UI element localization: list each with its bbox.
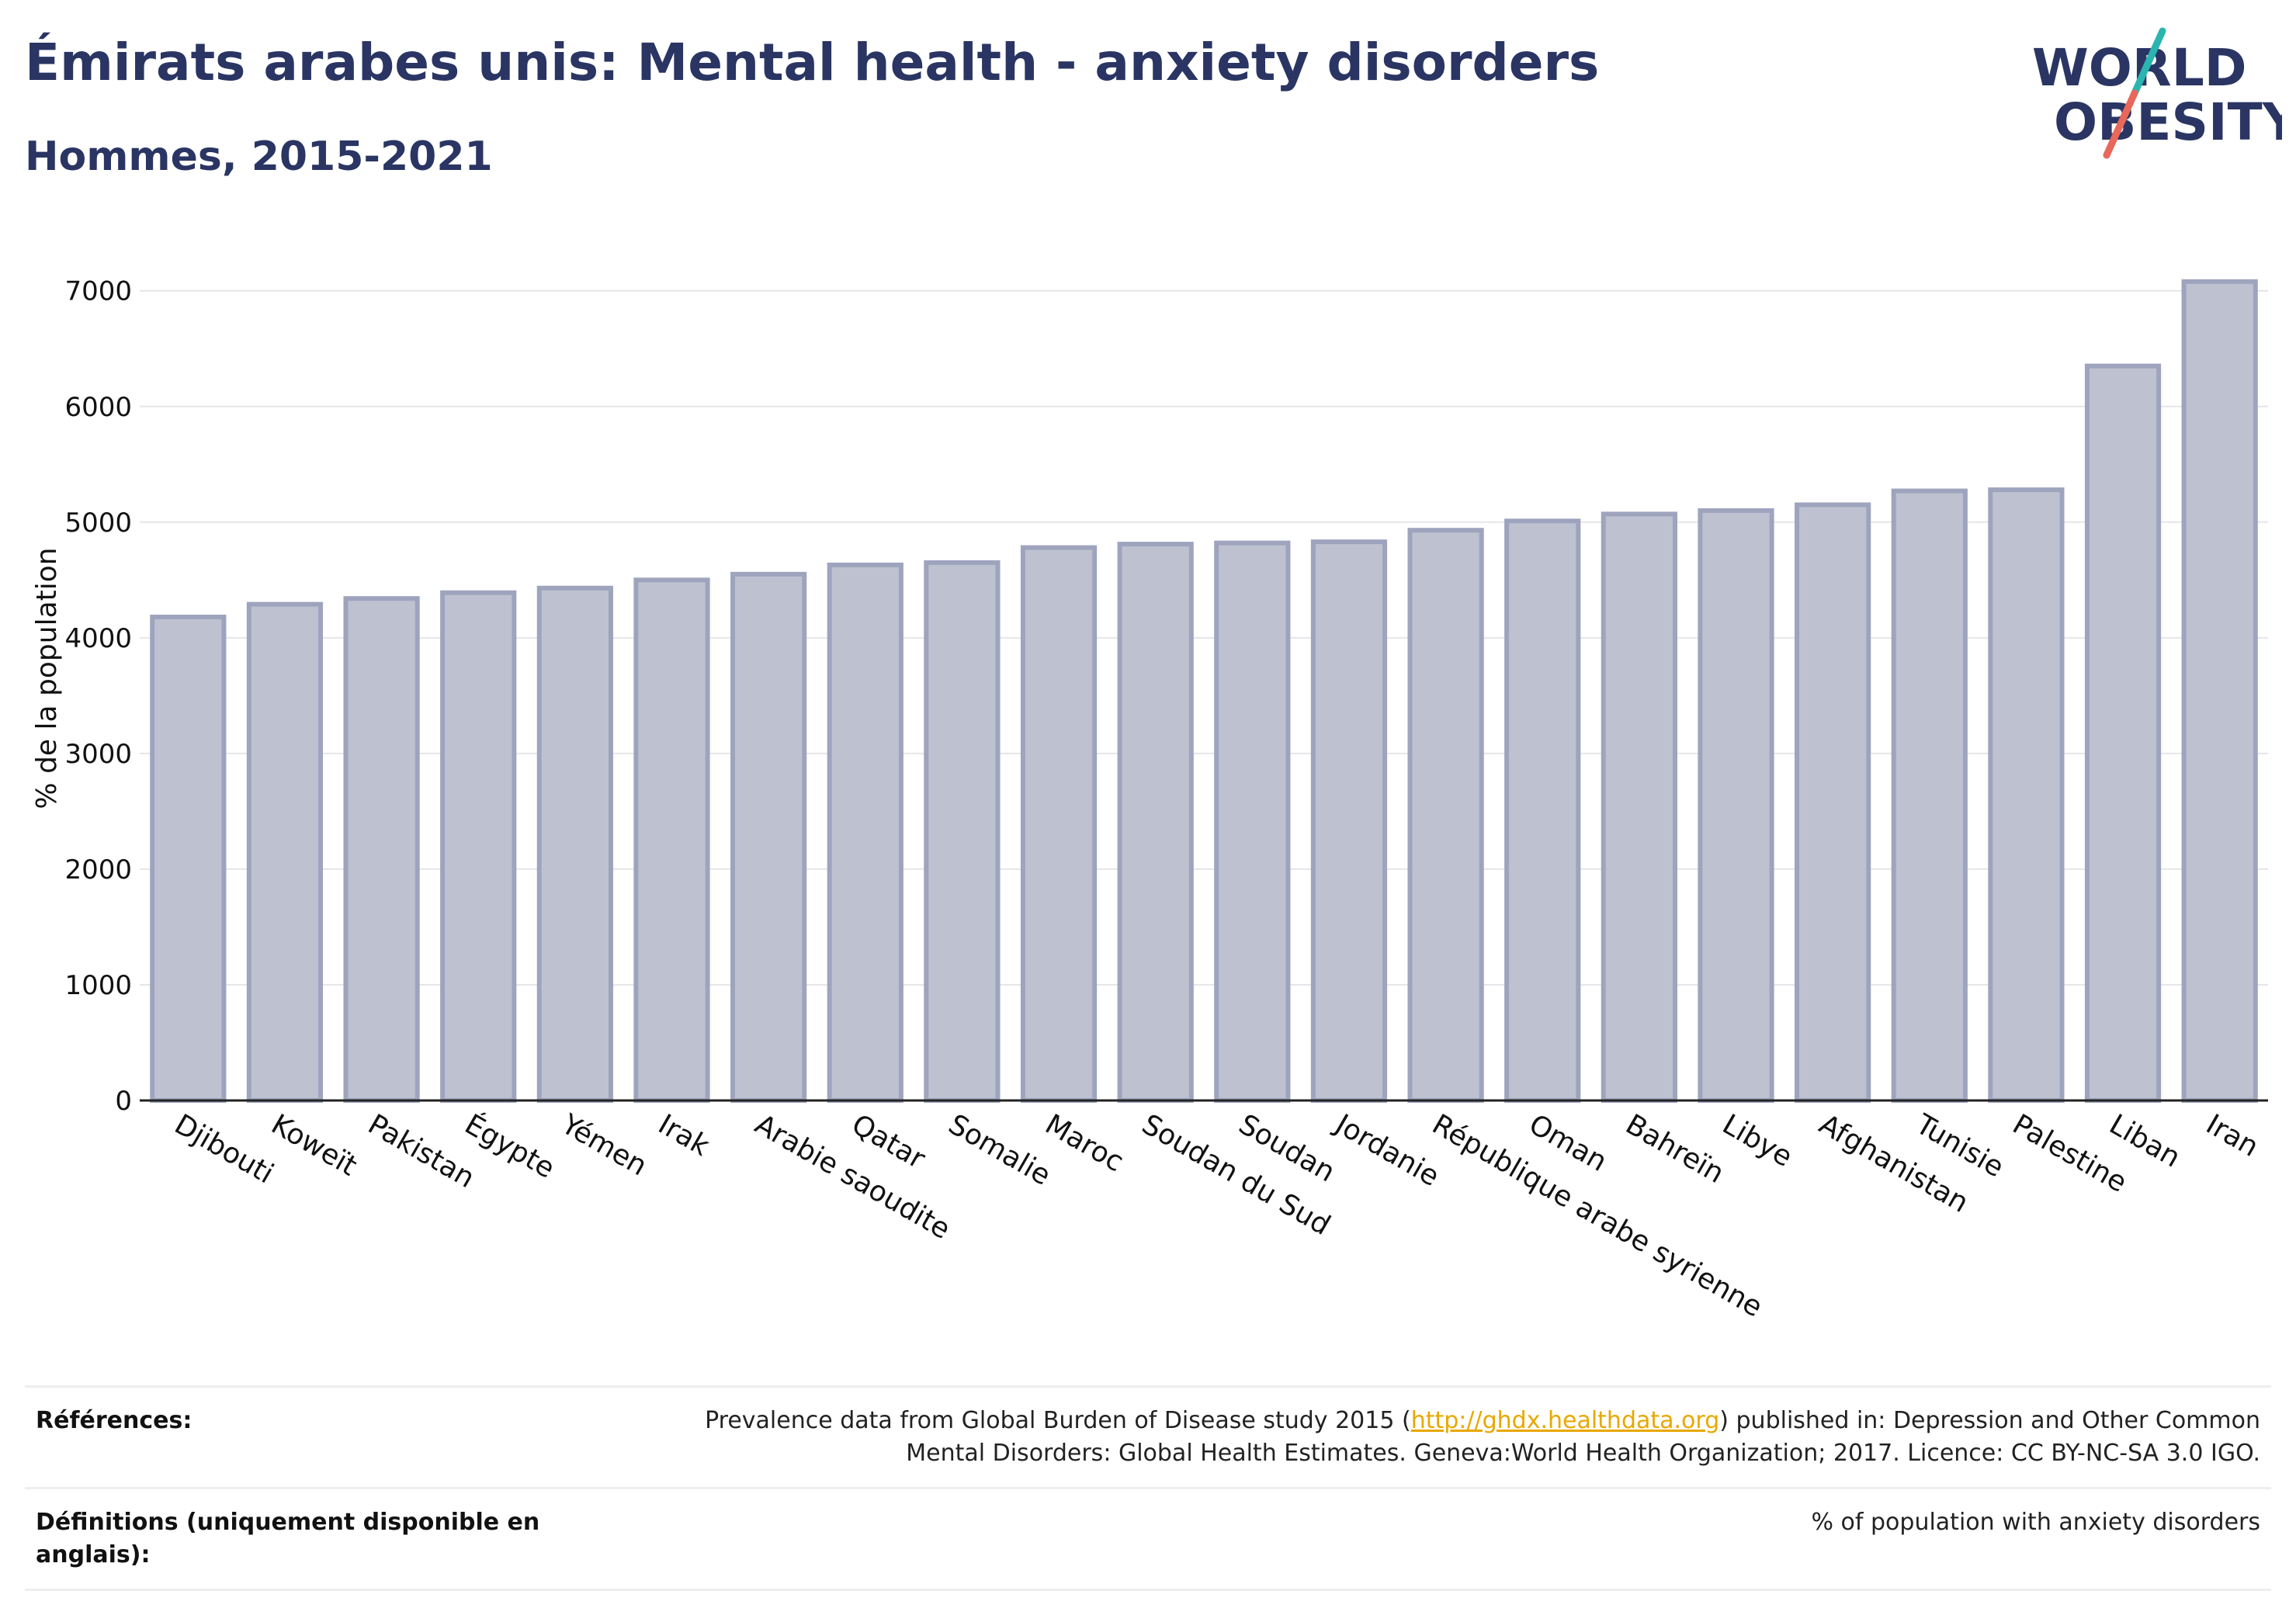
bar [1601, 511, 1677, 1103]
definitions-text: % of population with anxiety disorders [1811, 1509, 2260, 1536]
bar [924, 560, 1001, 1103]
bar [1988, 487, 2065, 1103]
references-link[interactable]: http://ghdx.healthdata.org [1410, 1407, 1720, 1434]
world-obesity-logo: WORLD OBESITY [2032, 27, 2282, 159]
x-tick-label: Jordanie [1329, 1107, 1445, 1193]
x-tick-label: Yémen [555, 1108, 652, 1183]
references-table: Références: Prevalence data from Global … [25, 1385, 2271, 1591]
bar [1214, 540, 1291, 1103]
logo-word-obesity: OBESITY [2054, 92, 2282, 152]
bar-chart: 0 1000 2000 3000 4000 5000 6000 7000 % de la pop… [31, 276, 2268, 1324]
definitions-label: Définitions (uniquement disponible en an… [36, 1509, 540, 1568]
bar [1698, 508, 1774, 1103]
references-text-before: Prevalence data from Global Burden of Di… [705, 1407, 1411, 1434]
bar [827, 562, 903, 1103]
y-axis-label: % de la population [31, 547, 63, 809]
y-tick-label: 0 [115, 1086, 132, 1117]
bar [730, 571, 807, 1103]
bar [1504, 518, 1581, 1103]
y-tick-label: 5000 [64, 508, 132, 539]
bar [1795, 502, 1871, 1103]
logo-slash-red [2103, 89, 2138, 159]
y-tick-label: 7000 [64, 276, 132, 307]
bar [1891, 488, 1968, 1103]
x-tick-label: Bahreïn [1620, 1108, 1729, 1190]
x-tick-label: Pakistan [362, 1108, 480, 1194]
y-tick-label: 1000 [64, 970, 132, 1001]
bar [1117, 542, 1194, 1103]
bar [1020, 545, 1098, 1103]
logo-slash-teal [2131, 27, 2166, 97]
bar [150, 615, 227, 1103]
y-tick-label: 3000 [64, 739, 132, 770]
chart-title: Émirats arabes unis: Mental health - anx… [25, 33, 1600, 92]
y-tick-label: 6000 [64, 392, 132, 423]
bar [1310, 539, 1388, 1103]
x-tick-label: République arabe syrienne [1427, 1108, 1767, 1323]
bar [536, 585, 613, 1103]
bar [633, 577, 710, 1103]
chart-subtitle: Hommes, 2015-2021 [25, 133, 493, 180]
x-tick-label: Irak [653, 1108, 715, 1163]
bar [246, 601, 324, 1103]
definitions-row: Définitions (uniquement disponible en an… [25, 1487, 2271, 1591]
references-label: Références: [36, 1407, 192, 1434]
references-text-after: ) published in: Depression and Other Com… [906, 1407, 2260, 1467]
bar [343, 596, 420, 1103]
y-tick-label: 2000 [64, 854, 132, 886]
bar [1407, 528, 1484, 1103]
x-tick-label: Iran [2201, 1108, 2263, 1163]
x-tick-label: Djibouti [169, 1108, 279, 1190]
x-tick-label: Somalie [943, 1108, 1056, 1192]
references-row: Références: Prevalence data from Global … [25, 1385, 2271, 1487]
x-tick-label: Koweït [265, 1108, 362, 1182]
y-tick-label: 4000 [64, 623, 132, 654]
references-text: Prevalence data from Global Burden of Di… [630, 1405, 2260, 1470]
bar [2084, 363, 2162, 1103]
x-tick-label: Libye [1717, 1108, 1798, 1173]
bar [2181, 279, 2258, 1103]
bar [440, 590, 517, 1103]
